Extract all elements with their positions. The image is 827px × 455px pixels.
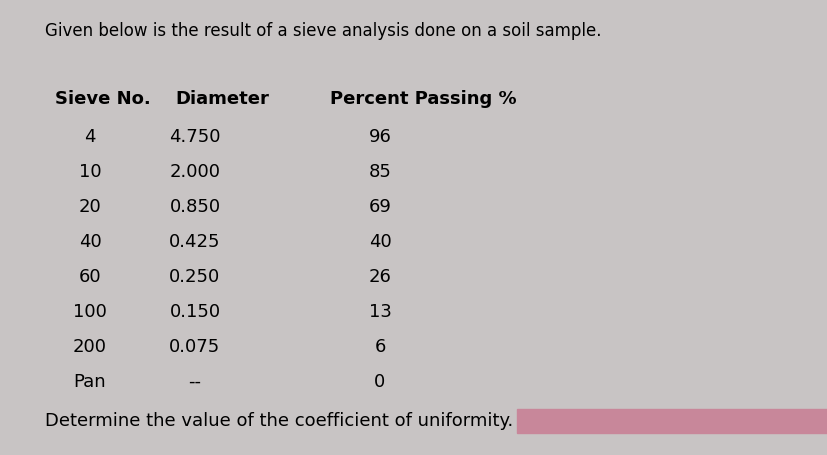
Text: 26: 26 [368,268,391,286]
Text: Pan: Pan [74,373,106,391]
Text: 20: 20 [79,198,101,216]
Text: 6: 6 [374,338,385,356]
Text: 69: 69 [368,198,391,216]
Text: 60: 60 [79,268,101,286]
Text: 0.250: 0.250 [170,268,220,286]
Text: 100: 100 [73,303,107,321]
Text: Diameter: Diameter [174,90,269,108]
Text: --: -- [189,373,201,391]
Text: 10: 10 [79,163,101,181]
Text: 0.150: 0.150 [170,303,220,321]
Text: 200: 200 [73,338,107,356]
Text: Round off to three decimal places.: Round off to three decimal places. [519,412,827,430]
Text: 0.425: 0.425 [169,233,221,251]
Text: 96: 96 [368,128,391,146]
Text: 0.075: 0.075 [170,338,220,356]
Text: Percent Passing %: Percent Passing % [330,90,516,108]
Text: 4.750: 4.750 [169,128,221,146]
Text: 13: 13 [368,303,391,321]
Text: 4: 4 [84,128,96,146]
Text: 2.000: 2.000 [170,163,220,181]
Text: Determine the value of the coefficient of uniformity.: Determine the value of the coefficient o… [45,412,519,430]
Text: 0: 0 [374,373,385,391]
Text: Given below is the result of a sieve analysis done on a soil sample.: Given below is the result of a sieve ana… [45,22,600,40]
Text: 40: 40 [368,233,391,251]
Text: 40: 40 [79,233,101,251]
Text: 85: 85 [368,163,391,181]
Text: Sieve No.: Sieve No. [55,90,151,108]
Text: 0.850: 0.850 [170,198,220,216]
